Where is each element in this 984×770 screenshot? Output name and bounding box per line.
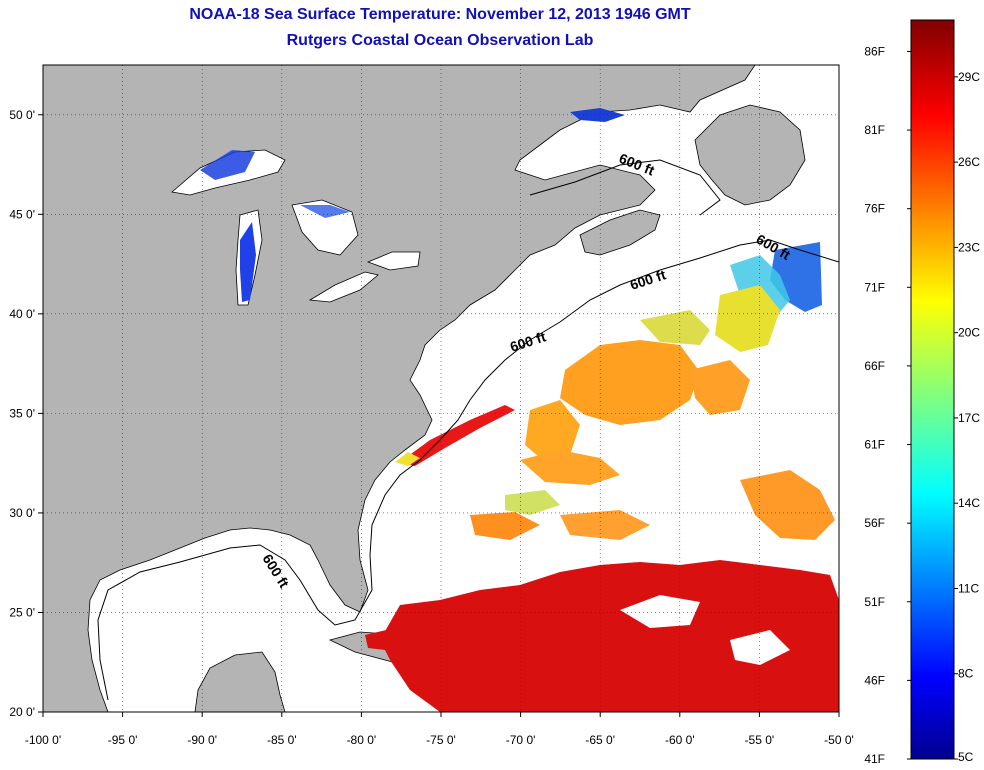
- map-subtitle: Rutgers Coastal Ocean Observation Lab: [286, 32, 594, 49]
- gulf-stream-orange-1: [560, 340, 700, 425]
- colorbar-c-label: 14C: [958, 496, 980, 510]
- colorbar-c-label: 8C: [958, 667, 974, 681]
- gulf-stream-yellow-1: [640, 310, 710, 345]
- isobath-600ft: [97, 239, 839, 701]
- colorbar-c-label: 23C: [958, 240, 980, 254]
- x-tick-label: -80 0': [347, 733, 377, 747]
- colorbar-f-label: 41F: [864, 752, 885, 766]
- florida-straits-red: [365, 628, 410, 650]
- lake-erie: [308, 271, 379, 303]
- colorbar-f-label: 56F: [864, 516, 885, 530]
- colorbar-fahrenheit-labels: 86F 81F 76F 71F 66F 61F 56F 51F 46F 41F: [864, 44, 911, 766]
- nova-scotia-land: [579, 209, 661, 256]
- colorbar-c-label: 17C: [958, 411, 980, 425]
- tropical-red-sst: [380, 560, 839, 712]
- tropical-white-gap-1: [620, 595, 700, 628]
- colorbar-c-label: 20C: [958, 326, 980, 340]
- x-tick-label: -95 0': [108, 733, 138, 747]
- gulf-stream-orange-5: [470, 512, 540, 540]
- gulf-stream-orange-2: [525, 400, 580, 462]
- colorbar-f-label: 46F: [864, 673, 885, 687]
- gulf-stream-orange-4: [520, 450, 620, 485]
- colorbar-f-label: 51F: [864, 595, 885, 609]
- y-tick-label: 35 0': [9, 406, 35, 420]
- x-tick-label: -90 0': [187, 733, 217, 747]
- colorbar-c-label: 26C: [958, 155, 980, 169]
- x-axis-ticks: -100 0' -95 0' -90 0' -85 0' -80 0' -75 0' -70…: [25, 712, 854, 747]
- y-tick-label: 20 0': [9, 705, 35, 719]
- isobath-600ft-north: [529, 159, 721, 216]
- colorbar-f-label: 61F: [864, 438, 885, 452]
- lake-huron-sst: [300, 205, 350, 218]
- colorbar-f-label: 76F: [864, 202, 885, 216]
- lake-ontario: [366, 251, 421, 271]
- x-tick-label: -65 0': [585, 733, 615, 747]
- y-tick-label: 50 0': [9, 108, 35, 122]
- gulf-stream-orange-7: [740, 470, 835, 540]
- x-tick-label: -100 0': [25, 733, 61, 747]
- gulf-stream-orange-6: [560, 510, 650, 540]
- colorbar-c-label: 5C: [958, 750, 974, 764]
- x-tick-label: -55 0': [745, 733, 775, 747]
- y-tick-label: 30 0': [9, 506, 35, 520]
- colorbar-f-label: 81F: [864, 123, 885, 137]
- y-tick-label: 45 0': [9, 207, 35, 221]
- colorbar-f-label: 71F: [864, 280, 885, 294]
- y-axis-ticks: 20 0' 25 0' 30 0' 35 0' 40 0' 45 0' 50 0': [9, 108, 43, 719]
- y-tick-label: 40 0': [9, 307, 35, 321]
- saint-lawrence-sst: [570, 108, 625, 122]
- x-tick-label: -50 0': [824, 733, 854, 747]
- lake-superior-sst: [200, 150, 255, 180]
- tropical-white-gap-2: [730, 630, 790, 665]
- colorbar: [910, 19, 955, 760]
- map-title: NOAA-18 Sea Surface Temperature: Novembe…: [189, 6, 691, 23]
- colorbar-c-label: 11C: [958, 581, 979, 595]
- yucatan-land: [194, 651, 286, 712]
- newfoundland-land: [694, 104, 806, 206]
- colorbar-f-label: 86F: [864, 44, 885, 58]
- colorbar-celsius-labels: 29C 26C 23C 20C 17C 14C 11C 8C 5C: [954, 70, 980, 764]
- y-tick-label: 25 0': [9, 605, 35, 619]
- cape-hatteras-yellow: [395, 452, 420, 466]
- x-tick-label: -75 0': [426, 733, 456, 747]
- colorbar-c-label: 29C: [958, 70, 980, 84]
- gulf-stream-yellow-2: [505, 490, 560, 515]
- lake-michigan-sst: [240, 222, 256, 302]
- x-tick-label: -60 0': [665, 733, 695, 747]
- x-tick-label: -70 0': [506, 733, 536, 747]
- gulf-stream-orange-3: [690, 360, 750, 415]
- x-tick-label: -85 0': [267, 733, 297, 747]
- colorbar-f-label: 66F: [864, 359, 885, 373]
- north-america-land: [43, 65, 756, 712]
- slope-yellow-sst: [715, 285, 780, 352]
- map-grid: [43, 65, 839, 712]
